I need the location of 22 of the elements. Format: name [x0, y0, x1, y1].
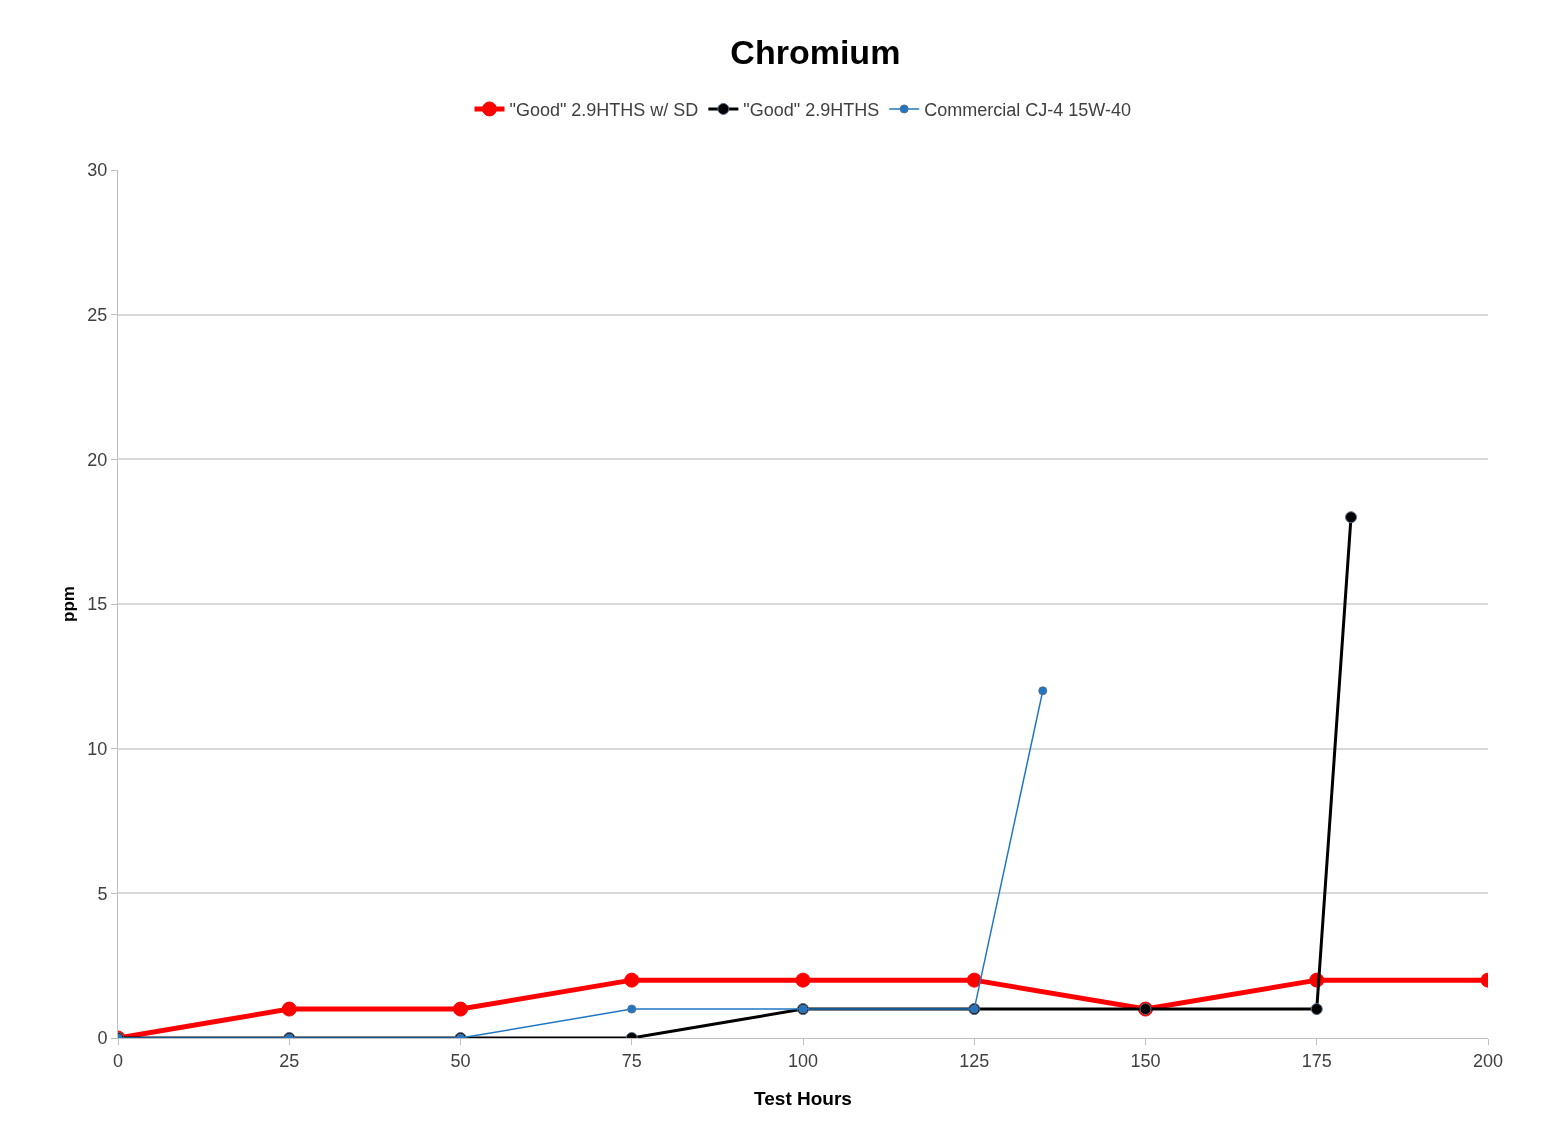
x-tick-label: 100 — [787, 1050, 819, 1071]
x-tick-label: 0 — [112, 1050, 124, 1071]
y-axis-title: ppm — [59, 586, 78, 622]
y-tick-label: 15 — [87, 594, 108, 615]
y-tick-label: 25 — [87, 304, 108, 325]
legend-label: Commercial CJ-4 15W-40 — [924, 99, 1131, 120]
x-tick-label: 150 — [1130, 1050, 1161, 1071]
x-tick-label: 25 — [279, 1050, 300, 1071]
x-tick-label: 75 — [621, 1050, 642, 1071]
y-tick-label: 0 — [97, 1028, 108, 1049]
legend-label: "Good" 2.9HTHS w/ SD — [509, 99, 699, 120]
x-tick-label: 125 — [959, 1050, 990, 1071]
x-tick-label: 50 — [450, 1050, 471, 1071]
y-tick-label: 5 — [97, 883, 108, 904]
legend-label: "Good" 2.9HTHS — [743, 99, 880, 120]
chart-title: Chromium — [730, 32, 901, 71]
y-tick-label: 20 — [87, 449, 108, 470]
y-tick-label: 10 — [87, 738, 108, 759]
x-tick-label: 200 — [1472, 1050, 1504, 1071]
y-tick-label: 30 — [87, 160, 108, 181]
x-axis-title: Test Hours — [754, 1088, 852, 1109]
x-tick-label: 175 — [1301, 1050, 1332, 1071]
